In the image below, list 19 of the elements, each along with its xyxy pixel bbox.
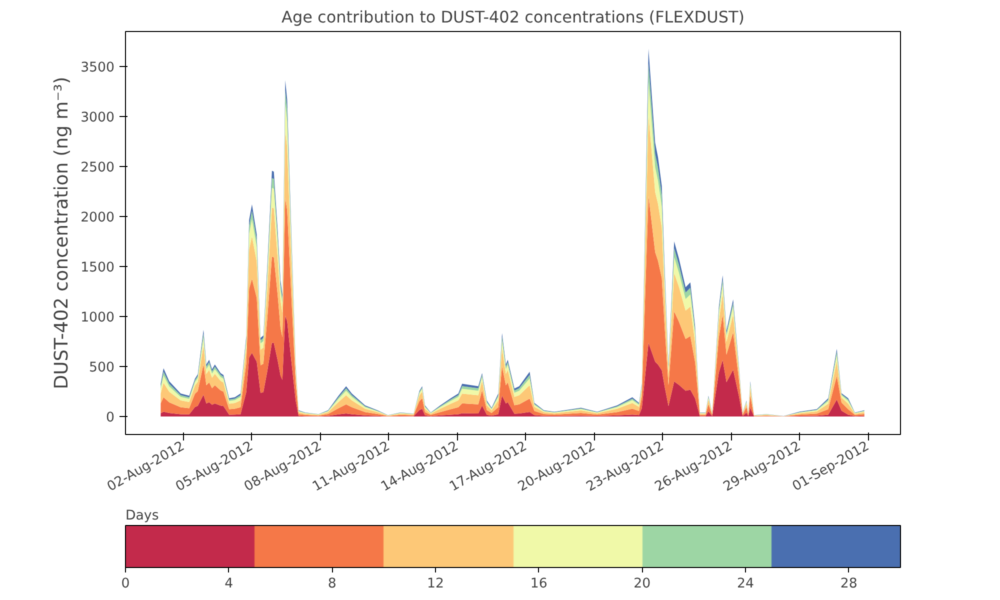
color-bar-label: 12 xyxy=(427,576,444,592)
color-bar-label: 28 xyxy=(840,576,858,592)
color-bar-label: 20 xyxy=(634,576,651,592)
color-bar-label: 4 xyxy=(224,576,234,592)
chart-title: Age contribution to DUST-402 concentrations (FLEXDUST) xyxy=(282,8,745,26)
color-bar-title: Days xyxy=(126,508,159,524)
y-axis-title: DUST-402 concentration (ng m⁻³) xyxy=(52,76,73,390)
y-tick-label: 2000 xyxy=(80,210,115,226)
color-bar-label: 16 xyxy=(530,576,548,592)
y-tick-label: 3000 xyxy=(80,110,115,126)
y-tick-label: 1000 xyxy=(80,310,115,326)
color-bar-label: 24 xyxy=(737,576,754,592)
y-tick-label: 2500 xyxy=(80,160,115,176)
y-tick-label: 500 xyxy=(89,360,115,376)
y-tick-label: 3500 xyxy=(80,60,115,76)
color-bar-label: 0 xyxy=(121,576,130,592)
y-tick-label: 0 xyxy=(106,410,115,426)
y-tick-label: 1500 xyxy=(80,260,115,276)
color-bar-label: 8 xyxy=(328,576,336,592)
